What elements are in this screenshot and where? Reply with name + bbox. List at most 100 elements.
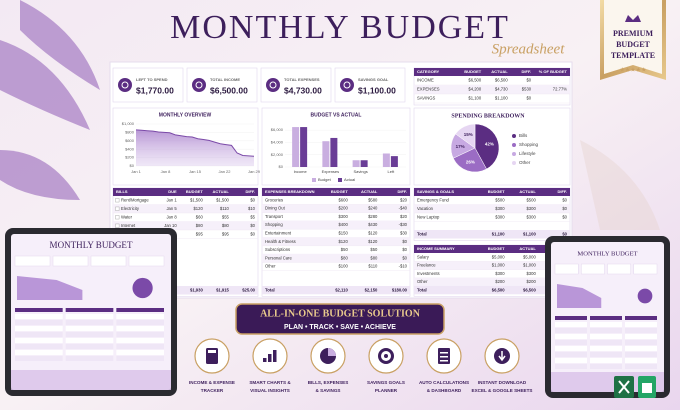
total-cell: $1,915 (216, 287, 229, 292)
table-cell: $0 (402, 239, 407, 244)
checkbox (115, 223, 120, 228)
table-header (414, 68, 570, 76)
total-cell: $2,150 (365, 287, 378, 292)
tablet-table-header (116, 308, 164, 312)
kpi-icon-inner (121, 81, 129, 89)
table-header-cell: CATEGORY (417, 69, 440, 74)
line (135, 129, 255, 157)
table-cell: $200 (526, 279, 536, 284)
y-tick-label: $800 (125, 129, 135, 134)
feature-label: TRACKER (201, 388, 224, 393)
table-header-cell: ACTUAL (212, 189, 229, 194)
kpi-icon-inner (269, 81, 277, 89)
table-row-bg (414, 261, 570, 270)
table-cell: $300 (495, 214, 505, 219)
table-cell: $300 (526, 271, 536, 276)
script-subtitle: Spreadsheet (492, 41, 566, 57)
y-tick-label: $2,000 (271, 152, 284, 157)
table-header (113, 188, 258, 196)
total-row-bg (113, 286, 258, 295)
table-cell: $5,000 (523, 254, 536, 259)
table-cell: Investments (417, 271, 440, 276)
table-cell: Jan 10 (164, 223, 177, 228)
table-cell: Health & Fitness (265, 239, 296, 244)
total-row-bg (262, 286, 410, 295)
icon-doc-line (440, 356, 448, 358)
legend-label: Bills (519, 133, 528, 138)
table-cell: $30 (400, 230, 408, 235)
pie-slice (452, 147, 487, 173)
tablet-table-row (15, 332, 63, 337)
y-tick-label: $0 (130, 163, 135, 168)
table-header (414, 188, 570, 196)
banner-subtitle: PLAN • TRACK • SAVE • ACHIEVE (284, 324, 396, 331)
icon-bar (273, 350, 277, 362)
table-cell: INCOME (417, 78, 434, 83)
checkbox (115, 206, 120, 211)
table-cell: $0 (250, 231, 255, 236)
bar (330, 137, 338, 167)
total-cell: Total (417, 287, 427, 292)
table-cell: $0 (250, 223, 255, 228)
table-cell: -$40 (399, 206, 408, 211)
tablet-table-row (625, 352, 657, 357)
table-header-cell: BILLS (116, 189, 128, 194)
table-cell: Entertainment (265, 230, 292, 235)
icon-screen (208, 350, 216, 353)
total-cell: Total (417, 231, 427, 236)
table-cell: Water (121, 214, 133, 219)
total-cell: $180.00 (392, 287, 408, 292)
table-header-cell: SAVINGS & GOALS (417, 189, 454, 194)
kpi-icon-inner (195, 81, 203, 89)
kpi-label: SAVINGS GOAL (358, 77, 389, 82)
table-cell: $530 (522, 87, 532, 92)
table-cell: $1,500 (190, 197, 203, 202)
table-cell: $1,000 (523, 263, 536, 268)
legend-label: Other (519, 160, 531, 165)
tablet-table-row (65, 338, 114, 343)
table-cell: $0 (526, 78, 531, 83)
table-cell: Electricity (121, 206, 140, 211)
feature-label: SMART CHARTS & (249, 380, 291, 385)
table-header-cell: BUDGET (331, 189, 348, 194)
table-cell: $430 (368, 222, 378, 227)
tablet-kpi (554, 263, 579, 275)
slice-label: 15% (464, 132, 473, 137)
table-cell: $55 (222, 214, 230, 219)
table-cell: $300 (526, 214, 536, 219)
tablet-table-row (65, 344, 114, 349)
legend-dot (512, 161, 516, 165)
legend-swatch (312, 178, 316, 182)
table-header-cell: BUDGET (464, 69, 481, 74)
tablet-table-row (555, 358, 587, 363)
table-cell: SAVINGS (417, 96, 436, 101)
kpi-icon (192, 78, 206, 92)
tablet-kpi (14, 255, 51, 267)
table-cell: Rent/Mortgage (121, 197, 149, 202)
table-row-bg (262, 204, 410, 213)
x-tick-label: Left (388, 169, 396, 174)
table-header-cell: INCOME SUMMARY (417, 246, 455, 251)
table-cell: $200 (338, 206, 348, 211)
banner-title: ALL-IN-ONE BUDGET SOLUTION (260, 308, 421, 319)
y-tick-label: $0 (279, 164, 284, 169)
legend-label: Budget (318, 177, 332, 182)
table-cell: Other (265, 264, 276, 269)
legend-label: Shopping (519, 142, 539, 147)
chart-title: MONTHLY OVERVIEW (159, 112, 212, 118)
table-cell: $50 (370, 247, 378, 252)
badge-text: PREMIUM (613, 29, 653, 38)
table-cell: $50 (341, 247, 349, 252)
feature-label: VISUAL INSIGHTS (250, 388, 290, 393)
table-cell: $500 (495, 197, 505, 202)
tablet-table-row (590, 334, 622, 339)
kpi-value: $1,100.00 (358, 85, 396, 95)
table-cell: Jan 8 (166, 214, 177, 219)
table-cell: $240 (368, 206, 378, 211)
tablet-table-row (65, 314, 114, 319)
icon-bar (263, 358, 267, 362)
total-cell: $2,110 (335, 287, 348, 292)
table-cell: $200 (495, 279, 505, 284)
tablet-table-row (65, 326, 114, 331)
tablet-table-row (116, 332, 164, 337)
